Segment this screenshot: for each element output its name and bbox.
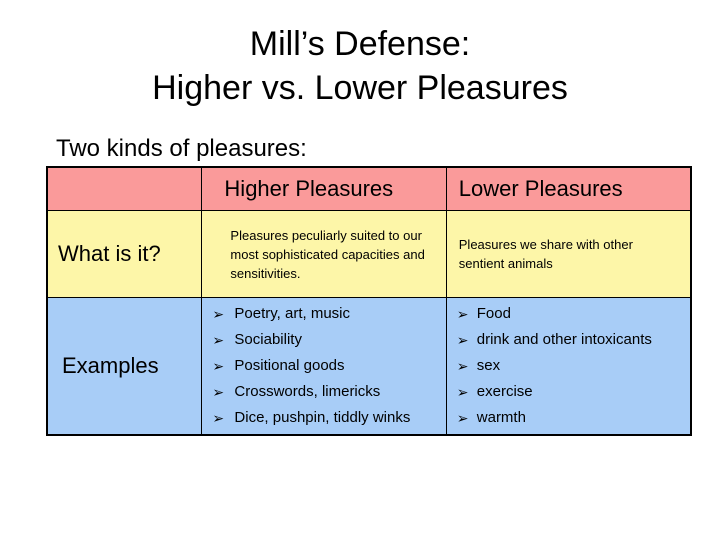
pleasures-table: Higher Pleasures Lower Pleasures What is… [46, 166, 692, 436]
list-item-text: Sociability [234, 331, 302, 348]
arrow-bullet-icon: ➢ [212, 332, 225, 348]
lower-definition-cell: Pleasures we share with other sentient a… [445, 210, 692, 298]
list-item-text: Food [476, 305, 511, 322]
list-item-text: drink and other intoxicants [476, 331, 652, 348]
header-higher-pleasures: Higher Pleasures [224, 176, 394, 201]
header-cell-higher: Higher Pleasures [201, 166, 447, 211]
row-label-examples: Examples [62, 353, 159, 378]
table-row-definition: What is it? Pleasures peculiarly suited … [46, 210, 692, 298]
arrow-bullet-icon: ➢ [456, 306, 469, 322]
table-row-examples: Examples ➢ Poetry, art, music ➢ Sociabilit… [46, 297, 692, 436]
list-item-text: sex [476, 357, 501, 374]
list-item-text: exercise [476, 383, 533, 400]
arrow-bullet-icon: ➢ [456, 384, 469, 400]
row-label-cell: Examples [46, 297, 203, 436]
slide-title-line-2: Higher vs. Lower Pleasures [152, 69, 568, 107]
arrow-bullet-icon: ➢ [456, 410, 469, 426]
list-item-text: Positional goods [234, 357, 345, 374]
intro-text: Two kinds of pleasures: [56, 135, 307, 162]
lower-definition-text: Pleasures we share with other sentient a… [458, 237, 633, 271]
arrow-bullet-icon: ➢ [212, 384, 225, 400]
list-item: ➢ drink and other intoxicants [457, 327, 690, 353]
arrow-bullet-icon: ➢ [456, 358, 469, 374]
lower-examples-list: ➢ Food ➢ drink and other intoxicants ➢ sex … [447, 301, 690, 431]
row-label-cell: What is it? [46, 210, 203, 298]
higher-examples-cell: ➢ Poetry, art, music ➢ Sociability ➢ Positi… [201, 297, 447, 436]
slide-title-line-1: Mill’s Defense: [249, 25, 471, 63]
list-item: ➢ warmth [457, 405, 690, 431]
slide-title: Mill’s Defense: Higher vs. Lower Pleasur… [0, 22, 720, 110]
list-item: ➢ Sociability [212, 327, 445, 353]
list-item: ➢ sex [457, 353, 690, 379]
header-cell-empty [46, 166, 203, 211]
list-item-text: Dice, pushpin, tiddly winks [234, 409, 411, 426]
higher-definition-cell: Pleasures peculiarly suited to our most … [201, 210, 447, 298]
list-item: ➢ Crosswords, limericks [212, 379, 445, 405]
lower-examples-cell: ➢ Food ➢ drink and other intoxicants ➢ sex … [445, 297, 692, 436]
list-item-text: warmth [476, 409, 526, 426]
arrow-bullet-icon: ➢ [456, 332, 469, 348]
list-item: ➢ Poetry, art, music [212, 301, 445, 327]
list-item: ➢ exercise [457, 379, 690, 405]
higher-examples-list: ➢ Poetry, art, music ➢ Sociability ➢ Positi… [202, 301, 445, 431]
arrow-bullet-icon: ➢ [212, 306, 225, 322]
row-label-what-is-it: What is it? [58, 241, 161, 266]
table-header-row: Higher Pleasures Lower Pleasures [46, 166, 692, 211]
list-item-text: Poetry, art, music [234, 305, 351, 322]
list-item: ➢ Dice, pushpin, tiddly winks [212, 405, 445, 431]
higher-definition-text: Pleasures peculiarly suited to our most … [230, 227, 425, 281]
header-cell-lower: Lower Pleasures [445, 166, 692, 211]
list-item-text: Crosswords, limericks [234, 383, 381, 400]
arrow-bullet-icon: ➢ [212, 410, 225, 426]
arrow-bullet-icon: ➢ [212, 358, 225, 374]
list-item: ➢ Positional goods [212, 353, 445, 379]
list-item: ➢ Food [457, 301, 690, 327]
header-lower-pleasures: Lower Pleasures [458, 176, 623, 201]
